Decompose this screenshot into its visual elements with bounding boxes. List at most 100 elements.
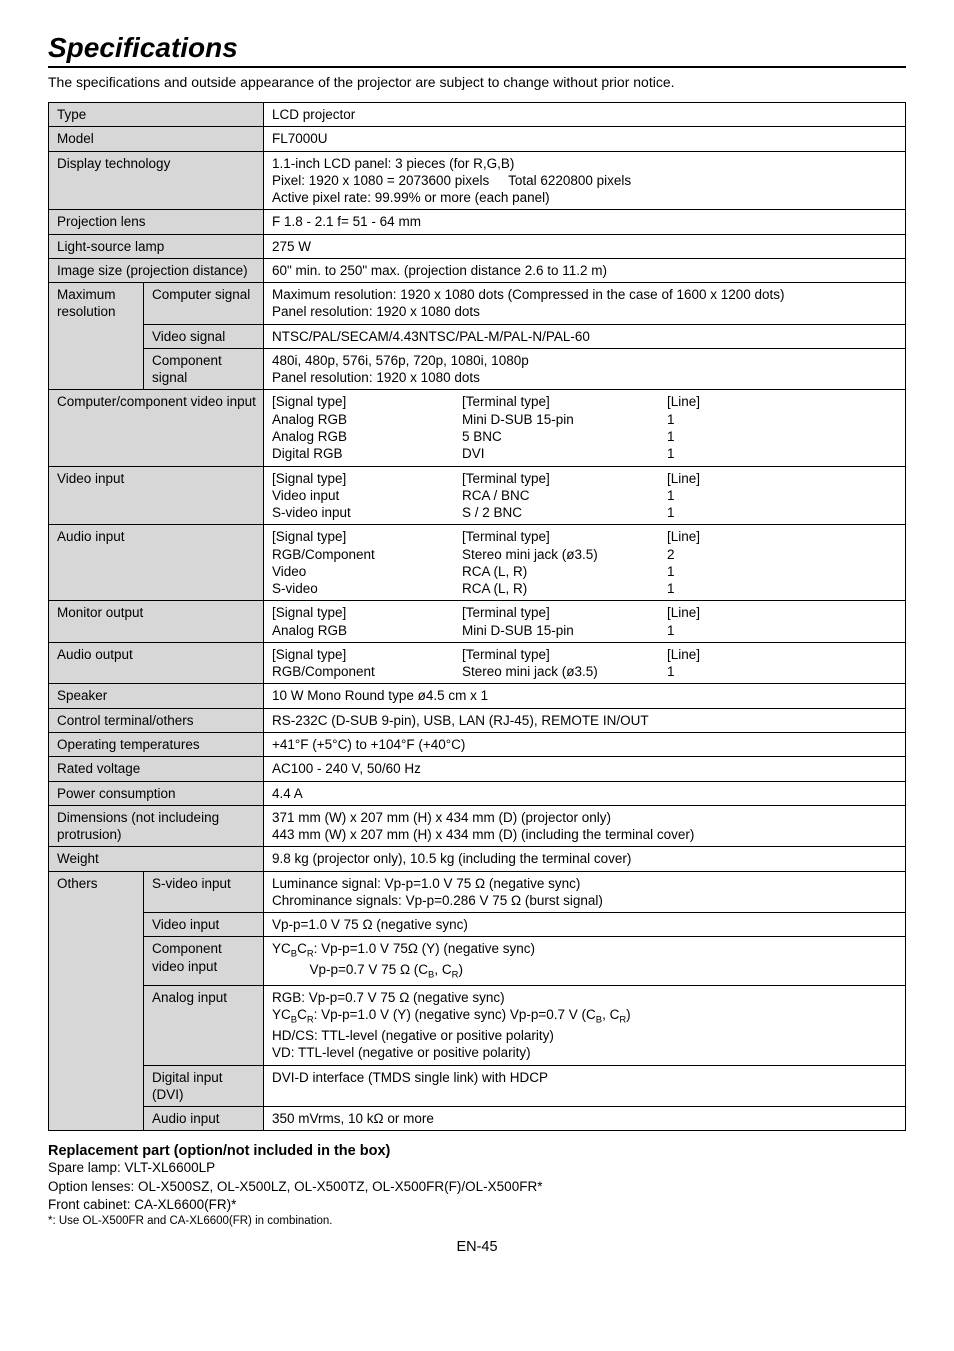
val-others-component: YCBCR: Vp-p=1.0 V 75Ω (Y) (negative sync… bbox=[264, 937, 906, 986]
val-voltage: AC100 - 240 V, 50/60 Hz bbox=[264, 757, 906, 781]
val-video-input: [Signal type]Video inputS-video input [T… bbox=[264, 466, 906, 525]
val-monitor-output: [Signal type]Analog RGB [Terminal type]M… bbox=[264, 601, 906, 643]
txt: Digital RGB bbox=[272, 445, 462, 462]
txt: Maximum resolution: 1920 x 1080 dots (Co… bbox=[272, 286, 899, 303]
label-others-audio: Audio input bbox=[144, 1107, 264, 1131]
txt: Total 6220800 pixels bbox=[508, 173, 631, 188]
val-dims: 371 mm (W) x 207 mm (H) x 434 mm (D) (pr… bbox=[264, 805, 906, 847]
txt: S-video input bbox=[272, 504, 462, 521]
label-video-input: Video input bbox=[49, 466, 264, 525]
val-projection-lens: F 1.8 - 2.1 f= 51 - 64 mm bbox=[264, 210, 906, 234]
label-optemp: Operating temperatures bbox=[49, 732, 264, 756]
txt: Stereo mini jack (ø3.5) bbox=[462, 546, 667, 563]
val-optemp: +41°F (+5°C) to +104°F (+40°C) bbox=[264, 732, 906, 756]
label-others: Others bbox=[49, 871, 144, 1131]
txt: Luminance signal: Vp-p=1.0 V 75 Ω (negat… bbox=[272, 875, 899, 892]
txt: 5 BNC bbox=[462, 428, 667, 445]
txt: 443 mm (W) x 207 mm (H) x 434 mm (D) (in… bbox=[272, 826, 899, 843]
intro-text: The specifications and outside appearanc… bbox=[48, 74, 906, 90]
spec-table: TypeLCD projector ModelFL7000U Display t… bbox=[48, 102, 906, 1131]
txt: Mini D-SUB 15-pin bbox=[462, 622, 667, 639]
txt: [Line] bbox=[667, 604, 700, 621]
txt: 371 mm (W) x 207 mm (H) x 434 mm (D) (pr… bbox=[272, 809, 899, 826]
txt: Mini D-SUB 15-pin bbox=[462, 411, 667, 428]
label-audio-input: Audio input bbox=[49, 525, 264, 601]
val-power: 4.4 A bbox=[264, 781, 906, 805]
label-others-video: Video input bbox=[144, 913, 264, 937]
txt: [Terminal type] bbox=[462, 604, 667, 621]
page-number: EN-45 bbox=[48, 1239, 906, 1255]
txt: S-video bbox=[272, 580, 462, 597]
label-speaker: Speaker bbox=[49, 684, 264, 708]
label-model: Model bbox=[49, 127, 264, 151]
txt: Panel resolution: 1920 x 1080 dots bbox=[272, 303, 899, 320]
txt: 1 bbox=[667, 622, 700, 639]
txt: [Signal type] bbox=[272, 528, 462, 545]
replacement-cabinet: Front cabinet: CA-XL6600(FR)* bbox=[48, 1196, 906, 1214]
label-others-svideo: S-video input bbox=[144, 871, 264, 913]
label-type: Type bbox=[49, 103, 264, 127]
label-others-analog: Analog input bbox=[144, 985, 264, 1065]
val-others-digital: DVI-D interface (TMDS single link) with … bbox=[264, 1065, 906, 1107]
txt: 1 bbox=[667, 428, 700, 445]
val-lamp: 275 W bbox=[264, 234, 906, 258]
label-maxres-video: Video signal bbox=[144, 324, 264, 348]
txt: [Line] bbox=[667, 470, 700, 487]
txt: Analog RGB bbox=[272, 411, 462, 428]
txt: Panel resolution: 1920 x 1080 dots bbox=[272, 369, 899, 386]
txt: [Terminal type] bbox=[462, 646, 667, 663]
txt: [Signal type] bbox=[272, 393, 462, 410]
val-speaker: 10 W Mono Round type ø4.5 cm x 1 bbox=[264, 684, 906, 708]
label-power: Power consumption bbox=[49, 781, 264, 805]
txt: 2 bbox=[667, 546, 700, 563]
val-image-size: 60" min. to 250" max. (projection distan… bbox=[264, 258, 906, 282]
val-control: RS-232C (D-SUB 9-pin), USB, LAN (RJ-45),… bbox=[264, 708, 906, 732]
txt: Video bbox=[272, 563, 462, 580]
txt: Pixel: 1920 x 1080 = 2073600 pixels bbox=[272, 173, 489, 188]
txt: RCA / BNC bbox=[462, 487, 667, 504]
val-others-analog: RGB: Vp-p=0.7 V 75 Ω (negative sync) YCB… bbox=[264, 985, 906, 1065]
label-image-size: Image size (projection distance) bbox=[49, 258, 264, 282]
txt: 480i, 480p, 576i, 576p, 720p, 1080i, 108… bbox=[272, 352, 899, 369]
label-audio-output: Audio output bbox=[49, 642, 264, 684]
txt: Video input bbox=[272, 487, 462, 504]
txt: [Line] bbox=[667, 646, 700, 663]
txt: Stereo mini jack (ø3.5) bbox=[462, 663, 667, 680]
txt: DVI bbox=[462, 445, 667, 462]
txt: [Line] bbox=[667, 528, 700, 545]
txt: 1.1-inch LCD panel: 3 pieces (for R,G,B) bbox=[272, 155, 899, 172]
txt: 1 bbox=[667, 563, 700, 580]
label-lamp: Light-source lamp bbox=[49, 234, 264, 258]
val-comp-input: [Signal type]Analog RGBAnalog RGBDigital… bbox=[264, 390, 906, 466]
txt: [Signal type] bbox=[272, 470, 462, 487]
label-maxres-component: Component signal bbox=[144, 348, 264, 390]
label-maxres: Maximum resolution bbox=[49, 283, 144, 390]
txt: RCA (L, R) bbox=[462, 580, 667, 597]
val-maxres-video: NTSC/PAL/SECAM/4.43NTSC/PAL-M/PAL-N/PAL-… bbox=[264, 324, 906, 348]
label-comp-input: Computer/component video input bbox=[49, 390, 264, 466]
txt: 1 bbox=[667, 504, 700, 521]
val-type: LCD projector bbox=[264, 103, 906, 127]
txt: [Terminal type] bbox=[462, 393, 667, 410]
txt: S / 2 BNC bbox=[462, 504, 667, 521]
txt: Chrominance signals: Vp-p=0.286 V 75 Ω (… bbox=[272, 892, 899, 909]
txt: RGB: Vp-p=0.7 V 75 Ω (negative sync) bbox=[272, 989, 899, 1006]
label-control: Control terminal/others bbox=[49, 708, 264, 732]
txt: Analog RGB bbox=[272, 428, 462, 445]
label-projection-lens: Projection lens bbox=[49, 210, 264, 234]
txt: YCBCR: Vp-p=1.0 V (Y) (negative sync) Vp… bbox=[272, 1006, 899, 1027]
label-others-digital: Digital input (DVI) bbox=[144, 1065, 264, 1107]
txt: 1 bbox=[667, 487, 700, 504]
page-title: Specifications bbox=[48, 32, 906, 68]
txt: [Signal type] bbox=[272, 646, 462, 663]
txt: 1 bbox=[667, 580, 700, 597]
label-monitor-output: Monitor output bbox=[49, 601, 264, 643]
val-audio-output: [Signal type]RGB/Component [Terminal typ… bbox=[264, 642, 906, 684]
val-maxres-component: 480i, 480p, 576i, 576p, 720p, 1080i, 108… bbox=[264, 348, 906, 390]
txt: 1 bbox=[667, 445, 700, 462]
txt: [Terminal type] bbox=[462, 470, 667, 487]
val-others-video: Vp-p=1.0 V 75 Ω (negative sync) bbox=[264, 913, 906, 937]
val-weight: 9.8 kg (projector only), 10.5 kg (includ… bbox=[264, 847, 906, 871]
txt: HD/CS: TTL-level (negative or positive p… bbox=[272, 1027, 899, 1044]
val-others-audio: 350 mVrms, 10 kΩ or more bbox=[264, 1107, 906, 1131]
